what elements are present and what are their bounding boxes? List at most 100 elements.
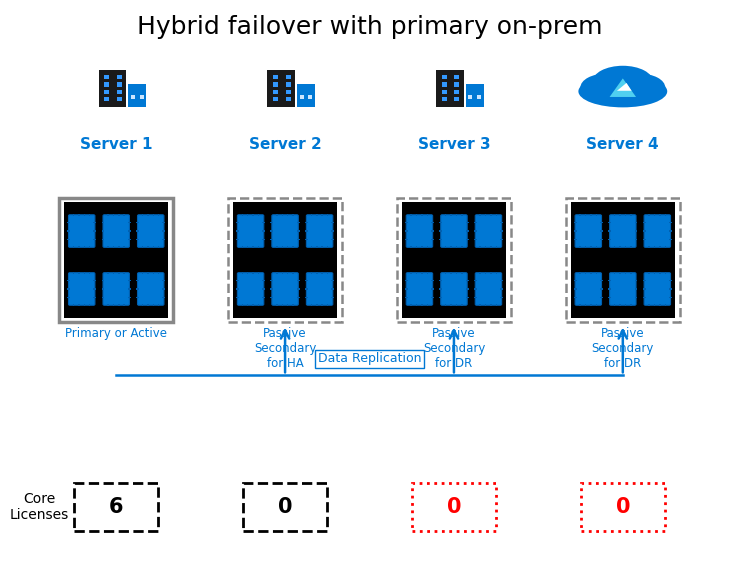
- Bar: [456, 304, 458, 306]
- Bar: [118, 214, 120, 216]
- Polygon shape: [617, 83, 632, 91]
- Bar: [445, 214, 446, 216]
- Bar: [431, 280, 434, 281]
- Bar: [416, 272, 418, 274]
- Bar: [78, 214, 80, 216]
- Bar: [316, 246, 317, 249]
- Bar: [614, 272, 615, 274]
- Bar: [102, 222, 105, 223]
- Bar: [258, 272, 259, 274]
- Bar: [258, 304, 259, 306]
- Bar: [287, 272, 289, 274]
- Bar: [450, 272, 452, 274]
- Bar: [99, 70, 126, 107]
- Bar: [247, 272, 249, 274]
- Bar: [276, 272, 277, 274]
- Bar: [292, 272, 294, 274]
- Text: 0: 0: [277, 497, 292, 518]
- Bar: [439, 280, 442, 281]
- Bar: [331, 297, 334, 298]
- Bar: [292, 214, 294, 216]
- Bar: [287, 214, 289, 216]
- Bar: [262, 280, 265, 281]
- Bar: [455, 90, 460, 94]
- Bar: [431, 288, 434, 289]
- Bar: [273, 97, 278, 101]
- Bar: [669, 280, 672, 281]
- Bar: [584, 304, 586, 306]
- Bar: [584, 272, 586, 274]
- Bar: [445, 272, 446, 274]
- Bar: [630, 246, 632, 249]
- Bar: [573, 280, 576, 281]
- Bar: [297, 84, 315, 107]
- Bar: [500, 222, 503, 223]
- Bar: [281, 246, 283, 249]
- Bar: [311, 214, 312, 216]
- Bar: [466, 288, 469, 289]
- Bar: [581, 484, 665, 531]
- Bar: [654, 214, 655, 216]
- Bar: [118, 246, 120, 249]
- Bar: [327, 214, 328, 216]
- Bar: [128, 239, 131, 240]
- Bar: [590, 272, 592, 274]
- Bar: [102, 297, 105, 298]
- Bar: [94, 297, 97, 298]
- Bar: [480, 214, 481, 216]
- Bar: [485, 246, 486, 249]
- Bar: [596, 214, 597, 216]
- Text: Passive
Secondary
for DR: Passive Secondary for DR: [423, 328, 485, 371]
- Bar: [252, 304, 254, 306]
- Bar: [322, 304, 323, 306]
- Bar: [136, 222, 139, 223]
- Bar: [455, 82, 460, 86]
- Bar: [412, 484, 496, 531]
- Bar: [107, 304, 108, 306]
- Bar: [262, 288, 265, 289]
- Bar: [78, 246, 80, 249]
- Bar: [236, 231, 239, 232]
- Bar: [59, 198, 173, 322]
- Bar: [436, 70, 464, 107]
- Bar: [297, 231, 300, 232]
- Bar: [241, 272, 243, 274]
- Bar: [305, 231, 308, 232]
- Bar: [89, 272, 91, 274]
- Bar: [153, 272, 154, 274]
- Bar: [270, 288, 273, 289]
- Bar: [162, 280, 165, 281]
- Bar: [104, 75, 109, 80]
- Bar: [635, 280, 638, 281]
- Polygon shape: [610, 79, 636, 97]
- Bar: [485, 304, 486, 306]
- Bar: [630, 214, 632, 216]
- Text: Data Replication: Data Replication: [318, 352, 421, 365]
- Bar: [469, 95, 472, 99]
- Bar: [490, 214, 492, 216]
- Bar: [659, 246, 661, 249]
- Bar: [162, 239, 165, 240]
- Text: 0: 0: [446, 497, 461, 518]
- Text: 6: 6: [109, 497, 123, 518]
- Bar: [442, 82, 447, 86]
- Bar: [619, 214, 621, 216]
- Bar: [104, 82, 109, 86]
- Bar: [327, 304, 328, 306]
- Bar: [643, 280, 646, 281]
- Bar: [327, 272, 328, 274]
- Bar: [635, 222, 638, 223]
- Bar: [270, 222, 273, 223]
- Bar: [600, 280, 603, 281]
- FancyBboxPatch shape: [610, 215, 636, 247]
- Bar: [236, 288, 239, 289]
- Bar: [73, 272, 75, 274]
- Bar: [474, 288, 477, 289]
- Bar: [600, 297, 603, 298]
- Bar: [466, 231, 469, 232]
- Bar: [107, 272, 108, 274]
- Bar: [300, 95, 303, 99]
- Bar: [297, 239, 300, 240]
- FancyBboxPatch shape: [644, 215, 671, 247]
- Bar: [600, 239, 603, 240]
